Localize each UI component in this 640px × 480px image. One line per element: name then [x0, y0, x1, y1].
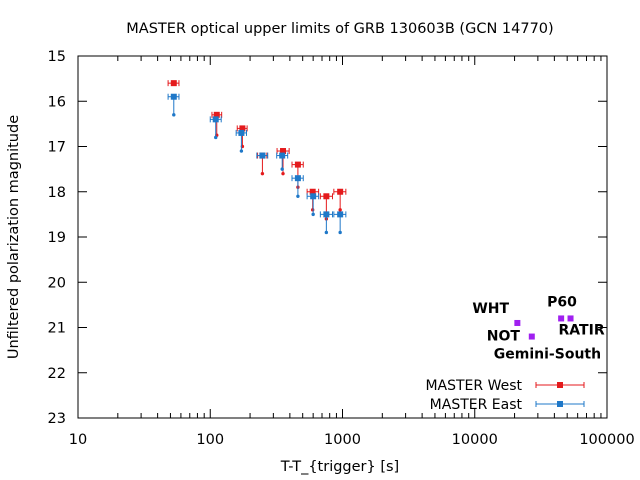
legend: MASTER West MASTER East: [425, 378, 585, 413]
y-tick-label: 16: [48, 94, 66, 110]
y-error-tip: [281, 171, 285, 176]
data-point: [279, 152, 286, 159]
data-point: [213, 111, 220, 118]
y-error-tip: [296, 194, 300, 198]
y-tick-label: 17: [48, 140, 66, 156]
x-tick-label: 100: [196, 432, 224, 448]
x-axis-label: T-T_{trigger} [s]: [280, 459, 399, 475]
data-point: [170, 93, 177, 100]
y-error-tip: [280, 167, 284, 171]
legend-marker: [557, 401, 563, 407]
data-point: [323, 211, 330, 218]
observation-point-wht: [514, 319, 521, 326]
y-error-tip: [338, 230, 342, 235]
observation-label-p60: P60: [547, 294, 577, 310]
observation-label-ratir: RATIR: [559, 322, 605, 338]
data-point: [259, 152, 266, 159]
plot-border: [77, 55, 608, 419]
data-point: [280, 148, 287, 155]
data-point: [337, 211, 344, 218]
y-tick-label: 23: [48, 411, 66, 427]
data-point: [239, 125, 246, 132]
data-point: [294, 175, 301, 182]
observation-label-wht: WHT: [472, 301, 509, 317]
y-axis: 15 16 17 18 19 20 21 22 23: [48, 49, 607, 427]
plot-area: [77, 55, 608, 419]
y-error-tip: [239, 149, 244, 153]
series-master-east: [167, 93, 347, 235]
observation-point-not: [528, 333, 535, 340]
y-error-tip: [311, 212, 315, 217]
observation-label-gemini-south: Gemini-South: [494, 347, 601, 363]
y-axis-label: Unfiltered polarization magnitude: [6, 115, 22, 359]
y-error-tip: [214, 135, 218, 140]
data-point: [309, 188, 316, 195]
x-axis: 10 100 1000 10000 100000: [69, 56, 635, 448]
legend-label-master-east: MASTER East: [430, 397, 523, 413]
data-point: [337, 188, 344, 195]
observation-point-p60: [558, 315, 565, 322]
data-point: [170, 80, 177, 87]
observations-layer: WHT NOT P60 RATIR Gemini-South: [472, 294, 604, 362]
legend-marker: [557, 382, 563, 388]
y-error-tip: [260, 171, 265, 176]
x-tick-label: 1000: [324, 432, 361, 448]
y-tick-label: 22: [48, 366, 66, 382]
y-tick-label: 20: [48, 275, 66, 291]
data-point: [294, 161, 301, 168]
y-tick-label: 15: [48, 49, 66, 65]
data-point: [310, 193, 317, 200]
series-master-west: [167, 80, 347, 221]
data-point: [212, 116, 219, 123]
y-error-tip: [172, 113, 176, 117]
x-tick-label: 100000: [579, 432, 634, 448]
data-point: [323, 193, 330, 200]
x-tick-label: 10000: [452, 432, 498, 448]
series-layer: [167, 80, 347, 235]
legend-label-master-west: MASTER West: [425, 378, 522, 394]
chart-title: MASTER optical upper limits of GRB 13060…: [126, 21, 553, 37]
data-point: [238, 129, 245, 136]
y-tick-label: 18: [48, 185, 66, 201]
y-tick-label: 19: [48, 230, 66, 246]
x-tick-label: 10: [69, 432, 87, 448]
observation-point-ratir: [567, 315, 574, 322]
y-tick-label: 21: [48, 321, 66, 337]
y-error-tip: [338, 208, 342, 212]
y-error-tip: [324, 230, 329, 235]
observation-label-not: NOT: [487, 329, 521, 345]
